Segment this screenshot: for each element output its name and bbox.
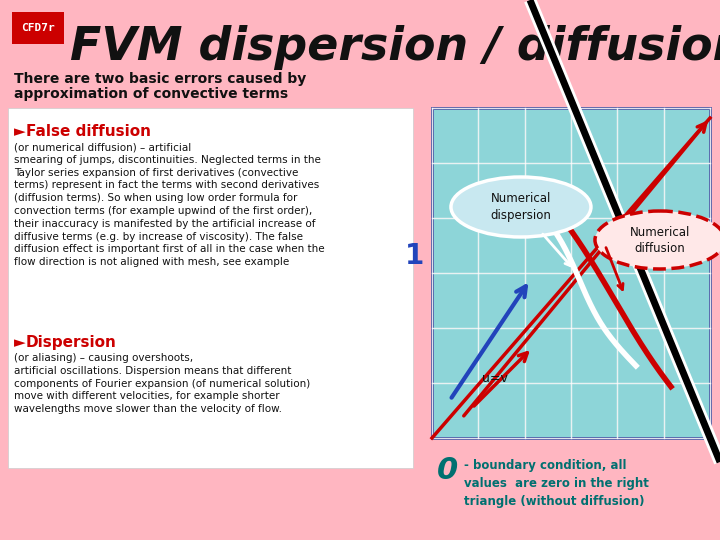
Text: Numerical
diffusion: Numerical diffusion — [630, 226, 690, 254]
Text: False diffusion: False diffusion — [26, 124, 151, 139]
Text: Dispersion: Dispersion — [26, 335, 117, 350]
Text: 0: 0 — [437, 456, 458, 485]
Text: (or aliasing) – causing overshoots,
artificial oscillations. Dispersion means th: (or aliasing) – causing overshoots, arti… — [14, 353, 310, 414]
Text: ►: ► — [14, 335, 26, 350]
Ellipse shape — [595, 211, 720, 269]
Text: Numerical
dispersion: Numerical dispersion — [490, 192, 552, 221]
Text: u=v: u=v — [482, 372, 508, 385]
Bar — [8, 108, 413, 468]
Ellipse shape — [451, 177, 591, 237]
Text: ►: ► — [14, 124, 26, 139]
Text: 1: 1 — [405, 242, 423, 271]
Text: There are two basic errors caused by: There are two basic errors caused by — [14, 72, 306, 86]
Bar — [432, 108, 710, 438]
Text: - boundary condition, all
values  are zero in the right
triangle (without diffus: - boundary condition, all values are zer… — [464, 459, 649, 508]
Text: (or numerical diffusion) – artificial
smearing of jumps, discontinuities. Neglec: (or numerical diffusion) – artificial sm… — [14, 142, 325, 267]
Text: CFD7r: CFD7r — [21, 23, 55, 33]
Bar — [12, 12, 64, 44]
Text: FVM dispersion / diffusion: FVM dispersion / diffusion — [70, 25, 720, 71]
Text: approximation of convective terms: approximation of convective terms — [14, 87, 288, 101]
